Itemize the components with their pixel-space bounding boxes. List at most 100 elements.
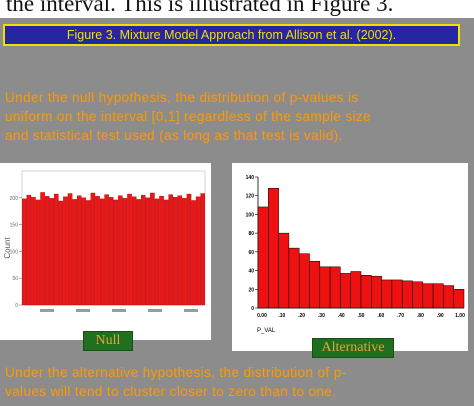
histogram-bar xyxy=(186,193,192,306)
x-tick-label: .80 xyxy=(417,313,424,319)
histogram-bar xyxy=(182,198,187,306)
y-tick-label: 50 xyxy=(12,276,18,282)
y-tick-label: 0 xyxy=(15,303,18,309)
y-tick-label: 150 xyxy=(10,223,19,229)
histogram-bar xyxy=(329,266,341,309)
x-tick-label: 1.00 xyxy=(455,313,465,319)
null-histogram-chart: 0 50 100 150 200 Count xyxy=(3,170,206,312)
histogram-bar xyxy=(108,197,114,306)
histogram-bar xyxy=(257,206,269,309)
y-tick-label: 80 xyxy=(248,231,254,237)
y-tick-label: 20 xyxy=(248,287,254,293)
histogram-bar xyxy=(26,194,32,306)
x-tick-label: .60 xyxy=(377,313,384,319)
histogram-bar xyxy=(67,193,73,306)
x-tick-label: .30 xyxy=(318,313,325,319)
null-histogram-panel: 0 50 100 150 200 Count xyxy=(0,163,211,340)
histogram-bar xyxy=(118,195,123,306)
x-tick-label xyxy=(40,309,54,312)
histogram-bar xyxy=(63,196,68,306)
histogram-bar xyxy=(40,192,45,306)
y-tick-label: 60 xyxy=(248,250,254,256)
y-tick-label: 140 xyxy=(246,175,255,181)
histogram-bar xyxy=(49,198,55,306)
histogram-bar xyxy=(432,283,444,309)
histogram-bar xyxy=(159,196,164,306)
histogram-bar xyxy=(391,279,403,309)
paragraph-line: and statistical test used (as long as th… xyxy=(5,128,343,143)
y-axis-label: Count xyxy=(3,237,12,259)
y-tick-label: 100 xyxy=(246,212,255,218)
histogram-bar xyxy=(371,275,382,309)
histogram-bar xyxy=(76,195,82,306)
paragraph-line: uniform on the interval [0,1] regardless… xyxy=(5,109,371,124)
x-axis-label: P_VAL xyxy=(257,328,276,334)
x-tick-label: .90 xyxy=(437,313,444,319)
histogram-bar xyxy=(268,187,279,309)
figure-caption: Figure 3. Mixture Model Approach from Al… xyxy=(3,24,460,46)
histogram-bar xyxy=(360,275,372,309)
histogram-bar xyxy=(453,289,465,309)
x-tick-label: .10 xyxy=(278,313,285,319)
paragraph-line: values will tend to cluster closer to ze… xyxy=(5,384,337,399)
histogram-bar xyxy=(136,199,141,306)
histogram-bar xyxy=(104,194,109,306)
histogram-bar xyxy=(401,280,413,309)
paragraph-line: Under the alternative hypothesis, the di… xyxy=(5,365,347,380)
x-tick-label xyxy=(112,309,126,312)
histogram-bar xyxy=(177,195,183,306)
histogram-bar xyxy=(150,192,155,306)
histogram-bar xyxy=(90,192,96,306)
histogram-bar xyxy=(86,200,91,306)
histogram-bar xyxy=(278,232,290,309)
histogram-bar xyxy=(412,281,424,309)
x-tick-label: .70 xyxy=(397,313,404,319)
histogram-bar xyxy=(381,279,393,309)
histogram-bar xyxy=(131,196,137,306)
histogram-bar xyxy=(168,194,173,306)
y-tick-label: 100 xyxy=(10,249,19,255)
histogram-bar xyxy=(443,285,454,309)
histogram-bar xyxy=(140,194,146,306)
x-tick-label: 0.00 xyxy=(257,313,267,319)
y-tick-label: 0 xyxy=(251,306,254,312)
histogram-bar xyxy=(122,198,128,306)
histogram-bar xyxy=(200,193,205,306)
histogram-bar xyxy=(31,197,36,306)
y-tick-label: 40 xyxy=(248,269,254,275)
histogram-bar xyxy=(288,247,300,309)
histogram-bar xyxy=(154,198,160,306)
histogram-bar xyxy=(309,260,321,309)
y-tick-label: 120 xyxy=(246,194,255,200)
histogram-bar xyxy=(44,196,50,306)
alternative-hypothesis-paragraph: Under the alternative hypothesis, the di… xyxy=(5,363,471,401)
x-tick-label xyxy=(184,309,198,312)
x-tick-label: .50 xyxy=(358,313,365,319)
histogram-bar xyxy=(35,199,41,306)
x-tick-label: .20 xyxy=(298,313,305,319)
x-tick-label xyxy=(148,309,162,312)
y-tick-label: 200 xyxy=(10,196,19,202)
histogram-bar xyxy=(422,283,434,309)
histogram-bar xyxy=(298,253,310,309)
document-body-text: the interval. This is illustrated in Fig… xyxy=(6,0,394,16)
null-hypothesis-paragraph: Under the null hypothesis, the distribut… xyxy=(5,88,471,145)
histogram-bar xyxy=(173,197,178,306)
x-tick-label: .40 xyxy=(338,313,345,319)
x-tick-label xyxy=(76,309,90,312)
histogram-bar xyxy=(319,266,331,309)
plot-area xyxy=(21,170,206,306)
histogram-bar xyxy=(163,199,169,306)
alternative-label: Alternative xyxy=(312,338,394,358)
histogram-bar xyxy=(340,273,351,309)
alternative-histogram-chart: 0 20 40 60 80 100 120 140 0.00 .10 .20 .30 .40 .50 .60… xyxy=(246,175,465,334)
histogram-bar xyxy=(113,199,119,306)
histogram-bar xyxy=(99,198,105,306)
histogram-bar xyxy=(54,193,59,306)
histogram-bar xyxy=(22,198,27,306)
alternative-histogram-panel: 0 20 40 60 80 100 120 140 0.00 .10 .20 .30 .40 .50 .60… xyxy=(232,163,468,351)
histogram-bar xyxy=(127,193,132,306)
histogram-bar xyxy=(145,197,151,306)
histogram-bar xyxy=(350,271,362,309)
figure-slide: Figure 3. Mixture Model Approach from Al… xyxy=(0,18,474,406)
